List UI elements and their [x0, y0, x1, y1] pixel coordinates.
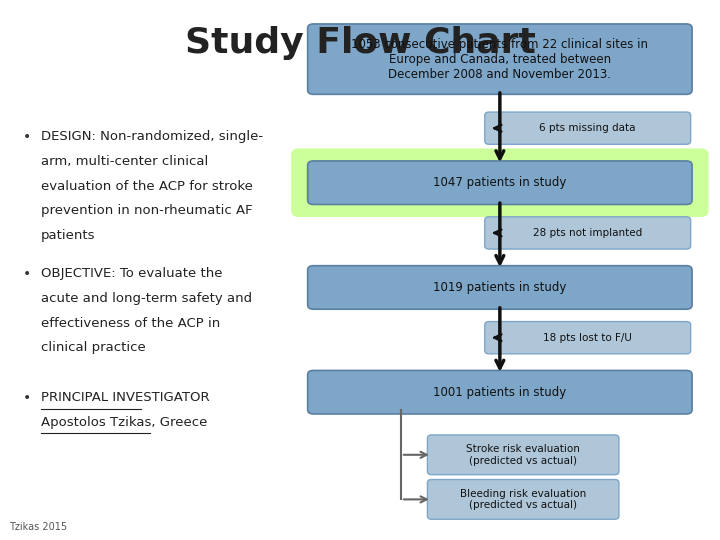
Text: •: •	[23, 267, 31, 281]
Text: 1001 patients in study: 1001 patients in study	[433, 386, 567, 399]
Text: •: •	[23, 130, 31, 144]
FancyBboxPatch shape	[485, 217, 690, 249]
Text: 6 pts missing data: 6 pts missing data	[539, 123, 636, 133]
FancyBboxPatch shape	[292, 149, 708, 217]
Text: arm, multi-center clinical: arm, multi-center clinical	[41, 155, 208, 168]
Text: evaluation of the ACP for stroke: evaluation of the ACP for stroke	[41, 180, 253, 193]
Text: Study Flow Chart: Study Flow Chart	[184, 25, 536, 59]
Text: PRINCIPAL INVESTIGATOR: PRINCIPAL INVESTIGATOR	[41, 391, 210, 404]
Text: patients: patients	[41, 229, 95, 242]
FancyBboxPatch shape	[307, 370, 692, 414]
FancyBboxPatch shape	[307, 161, 692, 205]
FancyBboxPatch shape	[485, 112, 690, 144]
Text: acute and long-term safety and: acute and long-term safety and	[41, 292, 252, 305]
Text: DESIGN: Non-randomized, single-: DESIGN: Non-randomized, single-	[41, 130, 263, 143]
FancyBboxPatch shape	[307, 266, 692, 309]
Text: 1019 patients in study: 1019 patients in study	[433, 281, 567, 294]
FancyBboxPatch shape	[428, 480, 619, 519]
Text: 1053 consecutive patients from 22 clinical sites in
Europe and Canada, treated b: 1053 consecutive patients from 22 clinic…	[351, 38, 648, 80]
Text: 18 pts lost to F/U: 18 pts lost to F/U	[544, 333, 632, 343]
FancyBboxPatch shape	[428, 435, 619, 475]
Text: Bleeding risk evaluation
(predicted vs actual): Bleeding risk evaluation (predicted vs a…	[460, 489, 586, 510]
FancyBboxPatch shape	[485, 322, 690, 354]
Text: OBJECTIVE: To evaluate the: OBJECTIVE: To evaluate the	[41, 267, 222, 280]
Text: Stroke risk evaluation
(predicted vs actual): Stroke risk evaluation (predicted vs act…	[467, 444, 580, 465]
Text: Tzikas 2015: Tzikas 2015	[9, 522, 67, 532]
Text: 1047 patients in study: 1047 patients in study	[433, 176, 567, 189]
Text: prevention in non-rheumatic AF: prevention in non-rheumatic AF	[41, 205, 253, 218]
FancyBboxPatch shape	[307, 24, 692, 94]
Text: effectiveness of the ACP in: effectiveness of the ACP in	[41, 317, 220, 330]
Text: •: •	[23, 391, 31, 405]
Text: 28 pts not implanted: 28 pts not implanted	[533, 228, 642, 238]
Text: Apostolos Tzikas, Greece: Apostolos Tzikas, Greece	[41, 416, 207, 429]
Text: clinical practice: clinical practice	[41, 341, 145, 354]
